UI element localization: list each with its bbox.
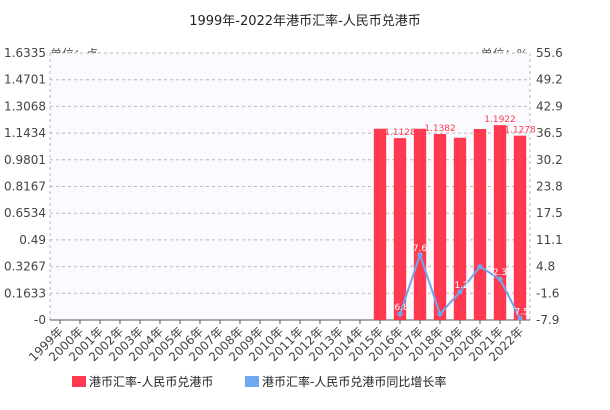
- bar-value-label: 1.1922: [484, 115, 516, 125]
- right-tick-label: -1.6: [536, 286, 559, 300]
- bar-value-label: 1.1382: [424, 124, 456, 134]
- growth-point: [437, 311, 443, 317]
- growth-point: [417, 252, 423, 258]
- left-tick-label: 0.1633: [4, 286, 46, 300]
- right-axis: 55.6 49.2 42.9 36.5 30.2 23.8 17.5 11.1 4.8 -1.6 -…: [536, 46, 563, 327]
- growth-value-label: -1.2: [451, 281, 469, 291]
- bar: [413, 128, 427, 320]
- growth-value-label: 7.6: [413, 244, 428, 254]
- left-axis: 1.6335 1.4701 1.3068 1.1434 0.9801 0.8167 0.65…: [4, 46, 46, 327]
- legend-bar-label: 港币汇率-人民币兑港币: [89, 374, 213, 389]
- right-tick-label: 36.5: [536, 126, 563, 140]
- left-tick-label: 0.6534: [4, 206, 46, 220]
- right-tick-label: 17.5: [536, 206, 563, 220]
- legend: 港币汇率-人民币兑港币 港币汇率-人民币兑港币同比增长率: [72, 374, 446, 389]
- growth-value-label: 2.3: [493, 268, 507, 278]
- left-tick-label: 0.9801: [4, 153, 46, 167]
- right-tick-label: 49.2: [536, 73, 563, 87]
- legend-line-swatch: [245, 376, 259, 387]
- left-tick-label: 1.4701: [4, 73, 46, 87]
- growth-value-label: -7.5: [511, 307, 529, 317]
- growth-point: [397, 311, 403, 317]
- left-tick-label: 0.49: [19, 233, 46, 247]
- growth-point: [477, 264, 483, 270]
- bar: [393, 138, 407, 320]
- right-tick-label: 55.6: [536, 46, 563, 60]
- right-tick-label: -7.9: [536, 313, 559, 327]
- bar: [513, 135, 527, 320]
- right-tick-label: 11.1: [536, 233, 563, 247]
- left-tick-label: -0: [34, 313, 46, 327]
- chart-title: 1999年-2022年港币汇率-人民币兑港币: [189, 13, 421, 29]
- left-tick-label: 1.1434: [4, 126, 46, 140]
- right-tick-label: 4.8: [536, 260, 555, 274]
- right-tick-label: 30.2: [536, 153, 563, 167]
- bar: [473, 128, 487, 320]
- bars-layer: [373, 125, 527, 320]
- bar-value-label: 1.1278: [504, 126, 536, 136]
- grid-layer: [49, 52, 531, 321]
- legend-bar-swatch: [72, 376, 86, 387]
- growth-point: [517, 315, 523, 321]
- legend-line-label: 港币汇率-人民币兑港币同比增长率: [262, 374, 446, 389]
- right-tick-label: 23.8: [536, 180, 563, 194]
- x-axis: 1999年2000年2001年2002年2003年2004年2005年2006年…: [26, 320, 526, 364]
- line-layer: [397, 251, 523, 321]
- left-tick-label: 0.3267: [4, 260, 46, 274]
- bar: [373, 128, 387, 320]
- growth-point: [497, 276, 503, 282]
- bar-value-label: 1.1128: [384, 128, 416, 138]
- bar: [493, 125, 507, 320]
- bar: [453, 137, 467, 320]
- right-tick-label: 42.9: [536, 99, 563, 113]
- growth-value-label: -6.8: [391, 303, 409, 313]
- growth-point: [457, 289, 463, 295]
- bar: [433, 133, 447, 320]
- left-tick-label: 0.8167: [4, 180, 46, 194]
- left-tick-label: 1.6335: [4, 46, 46, 60]
- left-tick-label: 1.3068: [4, 99, 46, 113]
